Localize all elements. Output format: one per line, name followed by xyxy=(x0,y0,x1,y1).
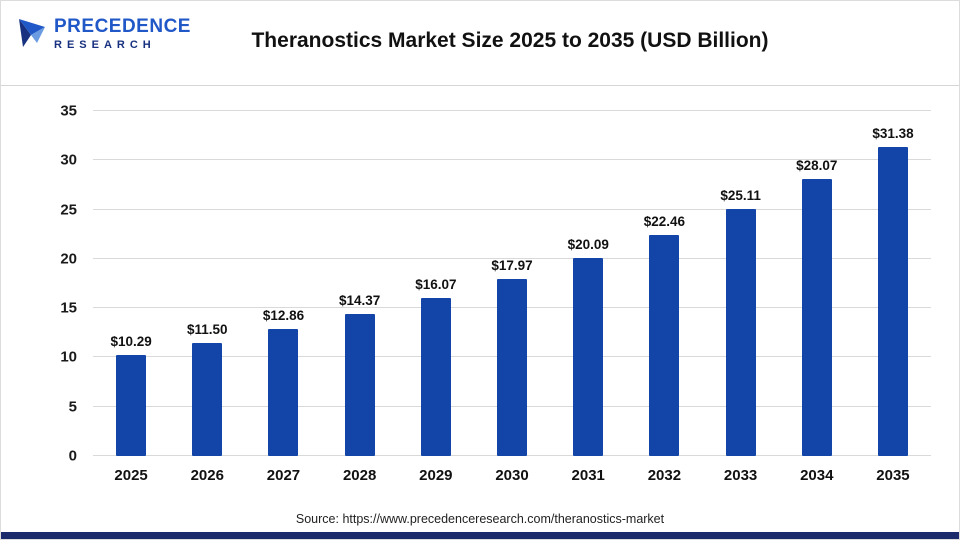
bar-group: $11.50 xyxy=(169,111,245,456)
bar-2025 xyxy=(116,354,147,456)
bar-group: $14.37 xyxy=(322,111,398,456)
bar-group: $17.97 xyxy=(474,111,550,456)
bar-group: $31.38 xyxy=(855,111,931,456)
x-axis-label: 2030 xyxy=(495,467,529,484)
bar-group: $22.46 xyxy=(626,111,702,456)
bars-container: $10.29 $11.50 $12.86 $14.37 $16.07 $17.97 $20.… xyxy=(93,111,931,456)
logo-icon xyxy=(19,19,45,47)
header: PRECEDENCE RESEARCH Theranostics Market … xyxy=(1,1,959,86)
x-axis-label: 2034 xyxy=(800,467,834,484)
plot-area: 0 5 10 15 20 25 30 35 $10.29 $11.50 $12.86 $14.37 $1… xyxy=(60,103,931,465)
bar-2031 xyxy=(573,257,604,456)
x-axis-label: 2027 xyxy=(266,467,301,484)
logo-text: PRECEDENCE RESEARCH xyxy=(54,17,191,51)
x-axis-label: 2026 xyxy=(190,467,224,484)
bar-2030 xyxy=(497,278,528,456)
bar-value-label: $11.50 xyxy=(187,321,228,337)
bar-value-label: $31.38 xyxy=(872,125,914,141)
source-text: Source: https://www.precedenceresearch.c… xyxy=(295,512,665,526)
y-axis-tick-label: 30 xyxy=(60,151,77,169)
x-axis-label: 2029 xyxy=(419,467,453,484)
bar-group: $28.07 xyxy=(779,111,855,456)
bar-group: $12.86 xyxy=(245,111,321,456)
gridline xyxy=(93,110,931,111)
bar-value-label: $16.07 xyxy=(415,276,457,292)
logo-name-top: PRECEDENCE xyxy=(54,16,191,37)
bar-2027 xyxy=(268,329,299,456)
bar-group: $10.29 xyxy=(93,111,169,456)
x-axis-label: 2028 xyxy=(342,467,377,484)
bar-value-label: $14.37 xyxy=(339,293,381,309)
x-axis: 2025 2026 2027 2028 2029 2030 2031 2032 2033 2034… xyxy=(93,467,931,484)
bar-value-label: $10.29 xyxy=(110,333,152,349)
bar-2028 xyxy=(344,314,375,456)
bar-group: $16.07 xyxy=(398,111,474,456)
y-axis-tick-label: 15 xyxy=(60,299,77,317)
bar-value-label: $17.97 xyxy=(491,257,533,273)
y-axis-tick-label: 5 xyxy=(68,398,77,416)
bar-2035 xyxy=(877,146,908,456)
precedence-research-logo: PRECEDENCE RESEARCH xyxy=(17,17,191,51)
bar-2029 xyxy=(420,297,451,456)
y-axis-tick-label: 25 xyxy=(60,201,77,219)
bar-2033 xyxy=(725,208,756,456)
chart-title: Theranostics Market Size 2025 to 2035 (U… xyxy=(251,29,769,52)
x-axis-label: 2031 xyxy=(571,467,605,484)
gridline xyxy=(93,257,931,259)
bar-value-label: $25.11 xyxy=(720,187,761,203)
bar-2032 xyxy=(649,234,680,456)
bar-value-label: $12.86 xyxy=(262,308,305,324)
bar-value-label: $28.07 xyxy=(796,158,838,174)
x-axis-label: 2035 xyxy=(876,467,910,484)
y-axis-tick-label: 35 xyxy=(60,102,77,120)
gridline xyxy=(93,208,931,210)
x-axis-label: 2032 xyxy=(647,467,682,484)
bar-value-label: $20.09 xyxy=(567,236,609,252)
bar-2034 xyxy=(801,179,832,456)
x-axis-label: 2025 xyxy=(114,467,148,484)
bar-group: $20.09 xyxy=(550,111,626,456)
y-axis-tick-label: 10 xyxy=(60,348,77,366)
bar-2026 xyxy=(192,342,223,456)
gridline xyxy=(93,159,931,161)
bar-value-label: $22.46 xyxy=(643,213,686,229)
x-axis-label: 2033 xyxy=(723,467,758,484)
y-axis-tick-label: 0 xyxy=(68,447,77,465)
y-axis-tick-label: 20 xyxy=(60,250,77,268)
logo-name-bottom: RESEARCH xyxy=(54,39,156,51)
bar-group: $25.11 xyxy=(703,111,779,456)
footer-strip xyxy=(1,532,959,539)
